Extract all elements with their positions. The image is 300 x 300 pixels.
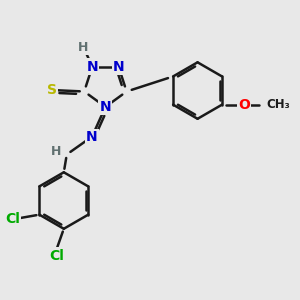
Text: CH₃: CH₃ — [267, 98, 290, 111]
Text: N: N — [113, 60, 124, 74]
Text: Cl: Cl — [49, 248, 64, 262]
Text: N: N — [86, 60, 98, 74]
Text: N: N — [100, 100, 111, 114]
Text: H: H — [78, 41, 88, 54]
Text: Cl: Cl — [5, 212, 20, 226]
Text: N: N — [86, 130, 98, 144]
Text: O: O — [238, 98, 250, 112]
Text: S: S — [46, 83, 56, 97]
Text: H: H — [51, 145, 62, 158]
